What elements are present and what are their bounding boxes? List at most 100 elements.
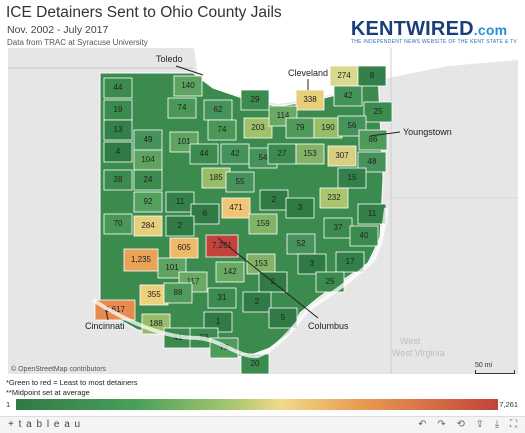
county-value-label: 11	[368, 209, 377, 218]
county-value-label: 101	[165, 263, 179, 272]
toledo-label: Toledo	[156, 54, 183, 64]
county-value-label: 6	[203, 209, 208, 218]
tableau-logo[interactable]: + t a b l e a u	[8, 419, 82, 430]
county-value-label: 307	[335, 151, 349, 160]
county-value-label: 114	[277, 111, 290, 120]
county-value-label: 284	[141, 221, 155, 230]
county-value-label: 27	[278, 149, 287, 158]
county-shape[interactable]	[335, 251, 365, 273]
county-shape[interactable]	[248, 213, 278, 235]
county-shape[interactable]	[103, 77, 133, 99]
county-value-label: 3	[298, 203, 303, 212]
county-shape[interactable]	[133, 169, 163, 191]
tableau-footer: + t a b l e a u ↶ ↷ ⟲ ⇪ ⤓ ⛶	[0, 416, 525, 433]
download-icon[interactable]: ⤓	[494, 419, 500, 430]
logo-wired: WIRED	[406, 18, 474, 40]
county-value-label: 88	[174, 288, 183, 297]
county-value-label: 19	[114, 105, 123, 114]
county-shape[interactable]	[94, 299, 136, 321]
revert-icon[interactable]: ⟲	[456, 419, 465, 430]
county-shape[interactable]	[240, 89, 270, 111]
county-value-label: 44	[114, 83, 123, 92]
map-attribution[interactable]: © OpenStreetMap contributors	[11, 366, 107, 373]
county-value-label: 104	[141, 155, 155, 164]
page-title: ICE Detainers Sent to Ohio County Jails	[6, 4, 282, 21]
county-shape[interactable]	[165, 215, 195, 237]
county-shape[interactable]	[357, 65, 387, 87]
county-shape[interactable]	[215, 261, 245, 283]
note-color-scale: *Green to red = Least to most detainers	[6, 378, 138, 387]
county-value-label: 42	[344, 91, 353, 100]
county-value-label: 8	[370, 71, 375, 80]
county-shape[interactable]	[221, 197, 251, 219]
county-shape[interactable]	[242, 291, 272, 313]
west-label: West	[400, 336, 421, 346]
ohio-county-map[interactable]: 44 140 29 338 274 8 19 74 62 42 25 13 49 101 74 203 114 7…	[8, 48, 518, 374]
county-shape[interactable]	[207, 119, 237, 141]
county-value-label: 4	[116, 147, 121, 156]
county-value-label: 70	[114, 219, 123, 228]
county-shape[interactable]	[165, 191, 195, 213]
county-shape[interactable]	[133, 191, 163, 213]
county-shape[interactable]	[190, 203, 220, 225]
county-value-label: 190	[321, 123, 335, 132]
county-value-label: 31	[218, 293, 227, 302]
county-shape[interactable]	[319, 187, 349, 209]
county-value-label: 7,261	[212, 241, 233, 250]
logo-tagline: THE INDEPENDENT NEWS WEBSITE OF THE KENT…	[350, 39, 517, 45]
redo-icon[interactable]: ↷	[437, 419, 446, 430]
county-value-label: 232	[327, 193, 341, 202]
county-value-label: 2	[178, 221, 183, 230]
county-shape[interactable]	[295, 89, 325, 111]
county-value-label: 1,235	[131, 255, 152, 264]
county-value-label: 25	[374, 107, 383, 116]
county-shape[interactable]	[205, 234, 239, 258]
county-shape[interactable]	[285, 197, 315, 219]
county-shape[interactable]	[103, 119, 133, 141]
county-shape[interactable]	[349, 225, 379, 247]
county-shape[interactable]	[103, 213, 133, 235]
county-shape[interactable]	[337, 167, 367, 189]
share-icon[interactable]: ⇪	[475, 419, 485, 430]
county-shape[interactable]	[103, 141, 133, 163]
county-shape[interactable]	[207, 287, 237, 309]
county-shape[interactable]	[243, 117, 273, 139]
county-value-label: 2,617	[105, 305, 126, 314]
county-value-label: 153	[254, 259, 268, 268]
county-shape[interactable]	[240, 353, 270, 374]
legend-max: 7,261	[499, 400, 518, 409]
county-shape[interactable]	[163, 282, 193, 304]
county-shape[interactable]	[327, 145, 357, 167]
county-shape[interactable]	[295, 143, 325, 165]
county-shape[interactable]	[103, 169, 133, 191]
county-value-label: 52	[297, 239, 306, 248]
county-shape[interactable]	[268, 307, 298, 329]
county-shape[interactable]	[167, 97, 197, 119]
west-virginia-label: West Virginia	[392, 348, 445, 358]
county-value-label: 28	[114, 175, 123, 184]
columbus-label: Columbus	[308, 321, 349, 331]
county-shape[interactable]	[363, 101, 393, 123]
county-shape[interactable]	[225, 171, 255, 193]
page-subtitle: Nov. 2002 - July 2017	[7, 24, 109, 36]
kentwired-logo[interactable]: KENTWIRED.com THE INDEPENDENT NEWS WEBSI…	[351, 18, 517, 45]
county-value-label: 203	[251, 123, 265, 132]
county-shape[interactable]	[189, 143, 219, 165]
county-value-label: 605	[177, 243, 191, 252]
county-value-label: 1	[216, 317, 221, 326]
county-value-label: 55	[236, 177, 245, 186]
county-value-label: 140	[181, 81, 195, 90]
county-shape[interactable]	[133, 215, 163, 237]
fullscreen-icon[interactable]: ⛶	[510, 419, 517, 430]
county-shape[interactable]	[357, 151, 387, 173]
undo-icon[interactable]: ↶	[418, 419, 427, 430]
county-value-label: 54	[259, 153, 268, 162]
county-value-label: 49	[144, 135, 153, 144]
county-shape[interactable]	[333, 85, 363, 107]
note-midpoint: **Midpoint set at average	[6, 388, 90, 397]
county-shape[interactable]	[297, 253, 327, 275]
data-source: Data from TRAC at Syracuse University	[7, 38, 148, 47]
county-value-label: 42	[231, 149, 240, 158]
county-shape[interactable]	[173, 75, 203, 97]
